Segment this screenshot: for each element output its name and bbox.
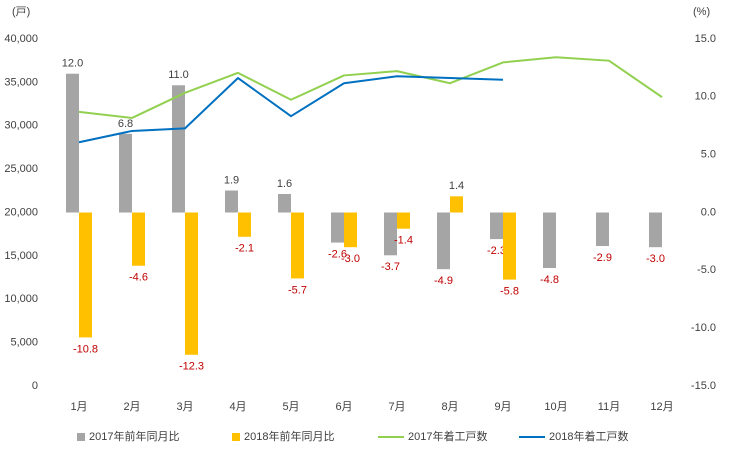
y-tick-label: 35,000 bbox=[4, 76, 38, 88]
y-tick-label: 30,000 bbox=[4, 120, 38, 132]
y-axis-unit: (戸) bbox=[12, 6, 30, 18]
bar bbox=[172, 85, 185, 213]
data-label: -2.1 bbox=[235, 243, 254, 255]
bar bbox=[66, 73, 79, 213]
bar bbox=[397, 212, 410, 229]
data-label: 1.6 bbox=[277, 178, 292, 190]
x-tick-label: 6月 bbox=[335, 401, 352, 413]
data-label: 11.0 bbox=[168, 69, 189, 81]
data-label: -4.6 bbox=[129, 272, 148, 284]
x-tick-label: 5月 bbox=[282, 401, 299, 413]
data-label: 1.9 bbox=[224, 174, 239, 186]
x-tick-label: 4月 bbox=[229, 401, 246, 413]
legend-label: 2018年前年同月比 bbox=[244, 429, 334, 443]
legend-label: 2017年着工戸数 bbox=[408, 429, 487, 443]
y2-tick-label: -15.0 bbox=[691, 380, 716, 392]
data-label: -4.8 bbox=[540, 274, 559, 286]
data-label: -5.8 bbox=[500, 285, 519, 297]
legend-label: 2018年着工戸数 bbox=[549, 429, 628, 443]
line bbox=[78, 75, 504, 144]
bar bbox=[79, 212, 92, 338]
y-tick-label: 20,000 bbox=[4, 206, 38, 218]
bar bbox=[596, 212, 609, 247]
y2-tick-label: 0.0 bbox=[701, 206, 716, 218]
data-label: 1.4 bbox=[449, 180, 464, 192]
bar bbox=[450, 196, 463, 213]
data-label: -3.7 bbox=[381, 261, 400, 273]
legend-swatch bbox=[77, 433, 85, 441]
bar bbox=[384, 212, 397, 256]
data-label: -2.3 bbox=[487, 245, 506, 257]
y-tick-label: 40,000 bbox=[4, 33, 38, 45]
y2-tick-label: 10.0 bbox=[695, 91, 716, 103]
x-tick-label: 8月 bbox=[441, 401, 458, 413]
legend-swatch bbox=[232, 433, 240, 441]
y2-tick-label: 5.0 bbox=[701, 149, 716, 161]
x-tick-label: 10月 bbox=[544, 401, 567, 413]
x-tick-label: 12月 bbox=[650, 401, 673, 413]
data-label: -3.0 bbox=[646, 253, 665, 265]
x-tick-label: 3月 bbox=[176, 401, 193, 413]
y2-tick-label: -10.0 bbox=[691, 322, 716, 334]
x-tick-label: 2月 bbox=[123, 401, 140, 413]
y-tick-label: 25,000 bbox=[4, 163, 38, 175]
data-label: 6.8 bbox=[118, 118, 133, 130]
x-tick-label: 9月 bbox=[494, 401, 511, 413]
y-tick-label: 5,000 bbox=[10, 337, 38, 349]
bar bbox=[331, 212, 344, 243]
legend-label: 2017年前年同月比 bbox=[89, 429, 179, 443]
data-label: -3.0 bbox=[341, 253, 360, 265]
bar bbox=[490, 212, 503, 240]
data-label: -2.9 bbox=[593, 252, 612, 264]
data-label: -1.4 bbox=[394, 235, 413, 247]
bar bbox=[543, 212, 556, 269]
line bbox=[78, 56, 663, 119]
x-tick-label: 11月 bbox=[598, 401, 620, 413]
x-tick-label: 7月 bbox=[388, 401, 405, 413]
bar bbox=[344, 212, 357, 248]
y2-tick-label: -5.0 bbox=[697, 264, 716, 276]
data-label: -12.3 bbox=[179, 361, 204, 373]
data-label: -2.6 bbox=[328, 248, 347, 260]
bar bbox=[238, 212, 251, 237]
bar bbox=[185, 212, 198, 355]
y-tick-label: 10,000 bbox=[4, 293, 38, 305]
bar bbox=[132, 212, 145, 266]
data-label: 12.0 bbox=[62, 58, 83, 70]
y-tick-label: 0 bbox=[32, 380, 38, 392]
data-label: -4.9 bbox=[434, 275, 453, 287]
y-tick-label: 15,000 bbox=[4, 250, 38, 262]
bar bbox=[503, 212, 516, 280]
bar bbox=[437, 212, 450, 270]
y2-axis-unit: (%) bbox=[693, 6, 710, 18]
bar bbox=[291, 212, 304, 279]
bar bbox=[225, 190, 238, 213]
y2-tick-label: 15.0 bbox=[695, 33, 716, 45]
data-label: -10.8 bbox=[73, 343, 98, 355]
data-label: -5.7 bbox=[288, 284, 307, 296]
x-tick-label: 1月 bbox=[70, 401, 87, 413]
bar bbox=[278, 193, 291, 213]
bar bbox=[119, 133, 132, 213]
bar bbox=[649, 212, 662, 248]
